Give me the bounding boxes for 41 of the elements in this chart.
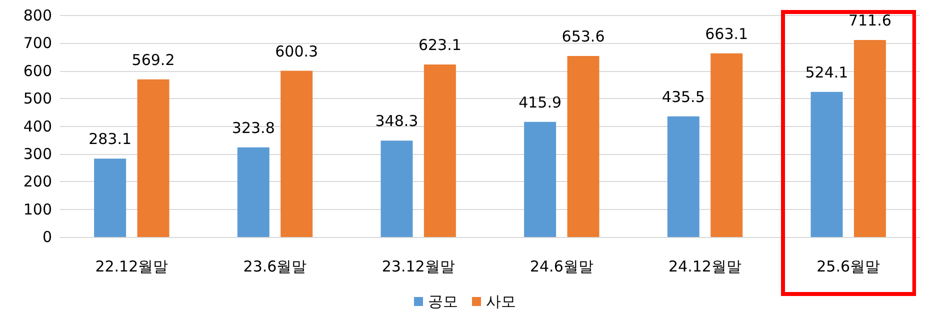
bar: [94, 158, 126, 237]
legend-label: 공모: [428, 292, 458, 310]
data-label: 711.6: [848, 11, 892, 30]
data-label: 435.5: [662, 88, 705, 106]
data-label: 600.3: [275, 42, 318, 60]
bar: [710, 53, 743, 237]
data-label: 323.8: [232, 118, 275, 137]
y-tick-label: 500: [23, 90, 52, 108]
bar: [810, 92, 843, 237]
bar: [137, 79, 170, 237]
y-tick-label: 200: [23, 172, 52, 191]
data-label: 653.6: [562, 28, 605, 46]
bar: [524, 122, 556, 237]
y-tick-label: 300: [23, 144, 52, 163]
x-tick-label: 22.12월말: [95, 258, 168, 276]
data-label: 663.1: [705, 24, 748, 43]
bar: [237, 147, 270, 237]
bar: [667, 116, 700, 237]
x-tick-label: 25.6월말: [816, 258, 880, 276]
data-label: 623.1: [418, 36, 462, 54]
y-tick-label: 700: [23, 34, 52, 52]
y-tick-label: 400: [23, 117, 52, 136]
y-tick-label: 600: [23, 62, 52, 80]
x-tick-label: 24.12월말: [668, 258, 742, 276]
y-tick-label: 100: [23, 200, 52, 218]
data-label: 524.1: [805, 63, 848, 82]
data-label: 283.1: [88, 130, 132, 148]
y-tick-label: 800: [23, 6, 52, 24]
data-label: 348.3: [375, 112, 418, 130]
x-tick-label: 23.12월말: [382, 258, 455, 276]
x-tick-label: 24.6월말: [530, 258, 594, 276]
bar: [380, 140, 413, 237]
bar: [424, 64, 456, 237]
bar: [854, 40, 886, 237]
x-tick-label: 23.6월말: [243, 258, 307, 276]
legend-label: 사모: [486, 292, 516, 310]
data-label: 415.9: [518, 93, 562, 112]
y-tick-label: 0: [42, 228, 52, 246]
data-label: 569.2: [132, 50, 175, 69]
bar: [280, 70, 313, 237]
bar: [567, 56, 600, 237]
